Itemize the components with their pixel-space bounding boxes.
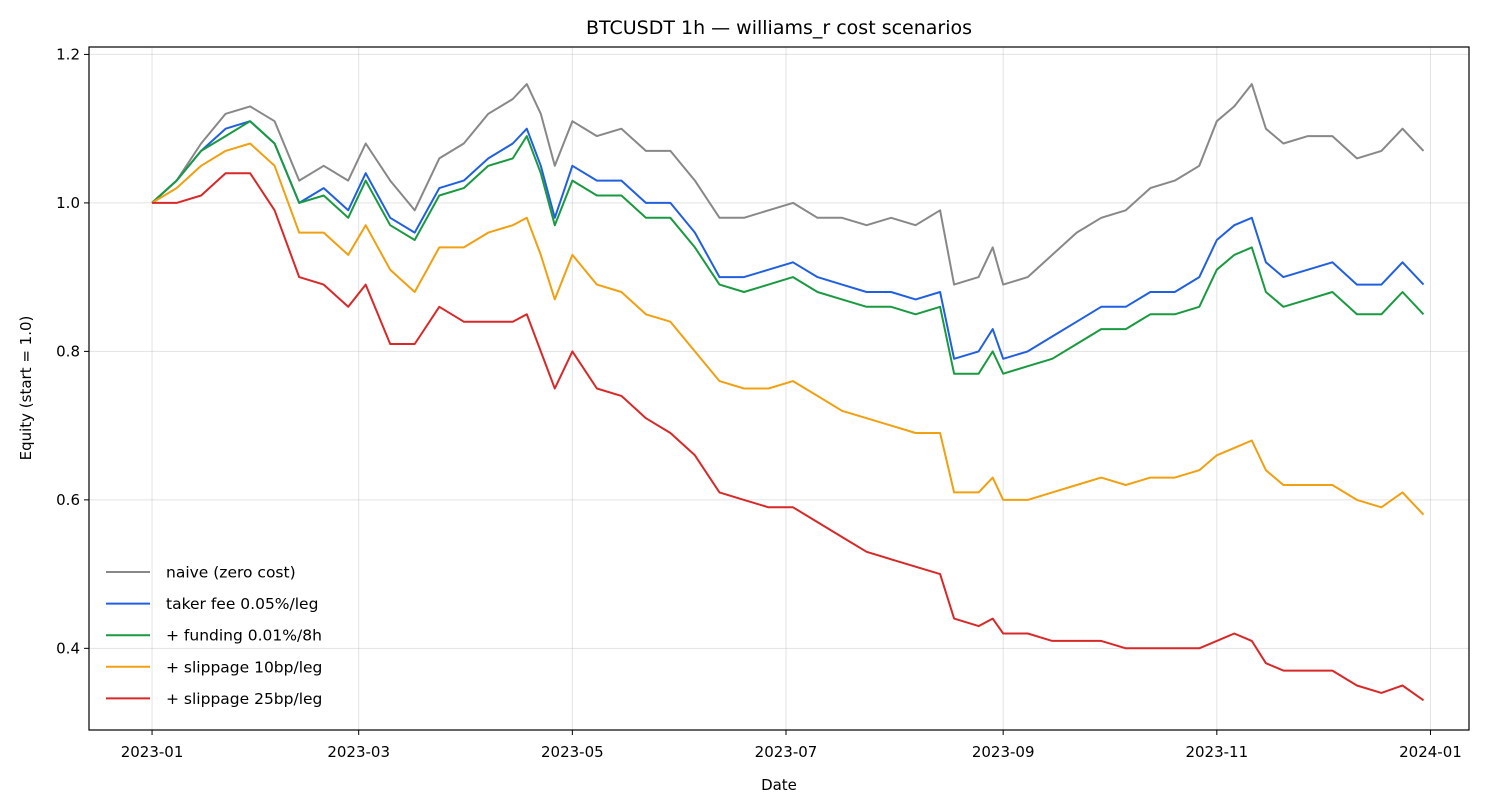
series-line-2	[151, 120, 1425, 375]
legend-label: + slippage 10bp/leg	[166, 658, 322, 676]
series-line-3	[151, 142, 1425, 516]
x-tick-label: 2023-09	[972, 743, 1035, 761]
x-tick-label: 2023-07	[755, 743, 818, 761]
y-axis-title: Equity (start = 1.0)	[17, 316, 35, 461]
legend: naive (zero cost) taker fee 0.05%/leg + fu…	[106, 564, 322, 708]
x-axis-title: Date	[761, 776, 797, 794]
legend-label: naive (zero cost)	[166, 564, 296, 582]
x-tick-label: 2023-01	[121, 743, 184, 761]
series-line-1	[151, 120, 1425, 360]
y-tick-label: 0.8	[56, 342, 80, 360]
chart-title: BTCUSDT 1h — williams_r cost scenarios	[586, 17, 972, 39]
x-tick-label: 2023-05	[541, 743, 604, 761]
y-tick-label: 0.4	[56, 639, 80, 657]
x-tick-label: 2023-03	[327, 743, 390, 761]
x-tick-label: 2023-11	[1185, 743, 1248, 761]
series-group	[151, 83, 1425, 702]
y-tick-label: 1.2	[56, 45, 80, 63]
series-line-0	[151, 83, 1425, 286]
legend-label: taker fee 0.05%/leg	[166, 595, 318, 613]
axis-ticks: 0.4 0.6 0.8 1.0 1.2 2023-01 2023-03 2023-05 2023…	[56, 45, 1462, 761]
series-line-4	[152, 172, 1425, 702]
y-tick-label: 1.0	[56, 194, 80, 212]
y-tick-label: 0.6	[56, 491, 80, 509]
grid	[89, 47, 1469, 730]
x-tick-label: 2024-01	[1399, 743, 1462, 761]
legend-label: + slippage 25bp/leg	[166, 690, 322, 708]
legend-label: + funding 0.01%/8h	[166, 627, 322, 645]
plot-frame	[88, 46, 1470, 731]
